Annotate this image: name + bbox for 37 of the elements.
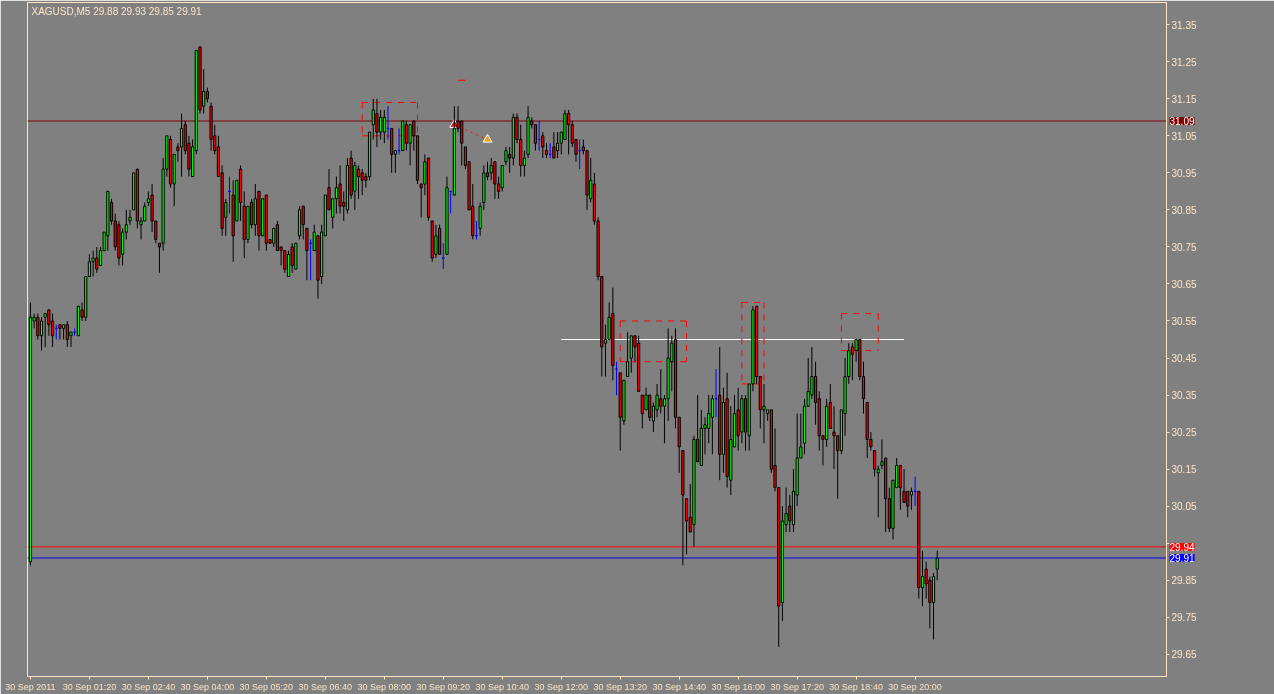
x-tick-label: 30 Sep 02:40 bbox=[121, 681, 176, 692]
y-tick-label: 30.65 bbox=[1171, 278, 1197, 290]
y-tick-label: 29.65 bbox=[1171, 649, 1197, 661]
y-tick-label: 29.85 bbox=[1171, 575, 1197, 587]
y-tick-label: 31.35 bbox=[1171, 19, 1197, 31]
y-tick-label: 31.25 bbox=[1171, 56, 1197, 68]
x-tick-label: 30 Sep 17:20 bbox=[770, 681, 824, 692]
x-tick-label: 30 Sep 08:00 bbox=[357, 681, 412, 692]
y-tick-label: 31.05 bbox=[1171, 130, 1197, 142]
y-tick-label: 30.15 bbox=[1171, 464, 1197, 476]
x-tick-label: 30 Sep 18:40 bbox=[829, 681, 883, 692]
x-tick-label: 30 Sep 14:40 bbox=[652, 681, 706, 692]
y-tick-label: 30.25 bbox=[1171, 427, 1197, 439]
y-tick-label: 30.35 bbox=[1171, 390, 1197, 402]
x-tick-label: 30 Sep 20:00 bbox=[888, 681, 942, 692]
ref-line-label: 29.94 bbox=[1169, 541, 1195, 553]
y-tick-label: 29.75 bbox=[1171, 612, 1197, 624]
x-tick-label: 30 Sep 2011 bbox=[5, 681, 56, 692]
y-tick-label: 30.75 bbox=[1171, 241, 1197, 253]
x-tick-label: 30 Sep 05:20 bbox=[239, 681, 294, 692]
x-tick-label: 30 Sep 10:40 bbox=[475, 681, 530, 692]
x-tick-label: 30 Sep 09:20 bbox=[416, 681, 471, 692]
x-tick-label: 30 Sep 06:40 bbox=[298, 681, 353, 692]
ref-line-label: 31.09 bbox=[1169, 116, 1195, 128]
x-tick-label: 30 Sep 12:00 bbox=[534, 681, 589, 692]
x-tick-label: 30 Sep 01:20 bbox=[62, 681, 117, 692]
chart-title: XAGUSD,M5 29.88 29.93 29.85 29.91 bbox=[31, 5, 203, 17]
y-tick-label: 30.85 bbox=[1171, 204, 1197, 216]
y-tick-label: 30.45 bbox=[1171, 353, 1197, 365]
x-tick-label: 30 Sep 13:20 bbox=[593, 681, 648, 692]
y-tick-label: 30.95 bbox=[1171, 167, 1197, 179]
y-tick-label: 30.55 bbox=[1171, 315, 1197, 327]
y-tick-label: 30.05 bbox=[1171, 501, 1197, 513]
y-tick-label: 31.15 bbox=[1171, 93, 1197, 105]
x-tick-label: 30 Sep 16:00 bbox=[711, 681, 765, 692]
x-tick-label: 30 Sep 04:00 bbox=[180, 681, 235, 692]
ref-line-label: 29.91 bbox=[1169, 552, 1195, 564]
